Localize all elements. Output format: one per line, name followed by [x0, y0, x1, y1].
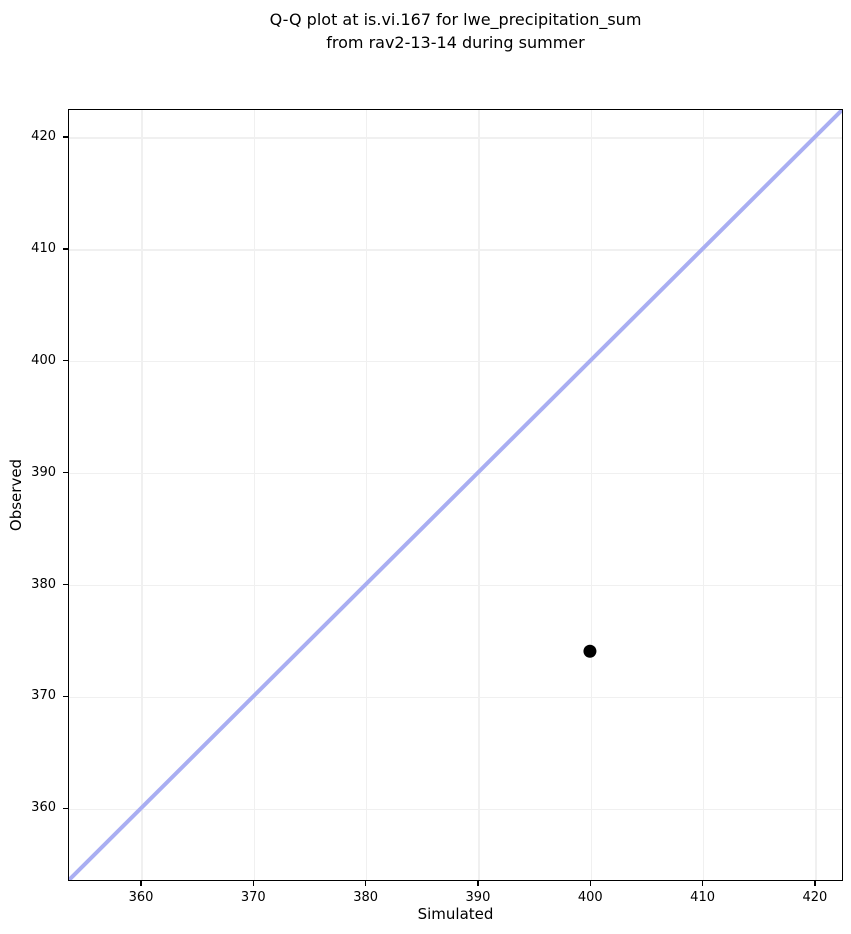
x-tick-label: 420 [802, 890, 828, 905]
y-tick-mark [63, 471, 68, 474]
y-gridline [69, 249, 842, 251]
plot-area [68, 109, 843, 881]
y-tick-mark [63, 359, 68, 362]
y-tick-label: 420 [31, 128, 56, 144]
x-tick-mark [364, 881, 367, 886]
y-tick-label: 390 [31, 464, 56, 480]
x-gridline [141, 110, 143, 880]
y-tick-mark [63, 136, 68, 138]
y-axis-label: Observed [7, 458, 25, 532]
x-tick-mark [140, 881, 142, 886]
chart-title: Q-Q plot at is.vi.167 for lwe_precipitat… [269, 10, 642, 52]
x-tick-label: 380 [353, 890, 379, 905]
y-tick-label: 410 [31, 240, 56, 256]
y-gridline [69, 808, 842, 811]
y-gridline [69, 584, 842, 587]
x-axis-label: Simulated [417, 905, 494, 923]
x-tick-mark [701, 881, 704, 886]
x-tick-label: 410 [690, 890, 715, 905]
x-tick-label: 360 [128, 890, 154, 905]
plot-canvas [69, 110, 842, 880]
y-tick-label: 400 [31, 352, 56, 368]
x-tick-mark [589, 881, 592, 886]
x-gridline [253, 110, 256, 880]
x-tick-label: 370 [240, 890, 266, 905]
y-tick-mark [63, 583, 68, 586]
y-gridline [69, 696, 842, 699]
x-tick-mark [814, 881, 816, 886]
y-tick-label: 360 [31, 800, 56, 816]
y-tick-label: 370 [31, 688, 56, 704]
y-tick-mark [63, 248, 68, 250]
x-gridline [702, 110, 705, 880]
x-tick-label: 400 [577, 890, 603, 905]
y-tick-label: 380 [31, 576, 56, 592]
y-gridline [69, 137, 842, 139]
y-gridline [69, 360, 842, 363]
quantile-points-marker [583, 644, 597, 658]
x-tick-mark [477, 881, 479, 886]
x-gridline [365, 110, 368, 880]
x-gridline [478, 110, 480, 880]
y-tick-mark [63, 695, 68, 698]
x-tick-mark [252, 881, 255, 886]
x-tick-label: 390 [465, 890, 491, 905]
identity-line [69, 110, 842, 880]
x-gridline [590, 110, 593, 880]
y-tick-mark [63, 807, 68, 810]
y-gridline [69, 472, 842, 475]
x-gridline [815, 110, 817, 880]
